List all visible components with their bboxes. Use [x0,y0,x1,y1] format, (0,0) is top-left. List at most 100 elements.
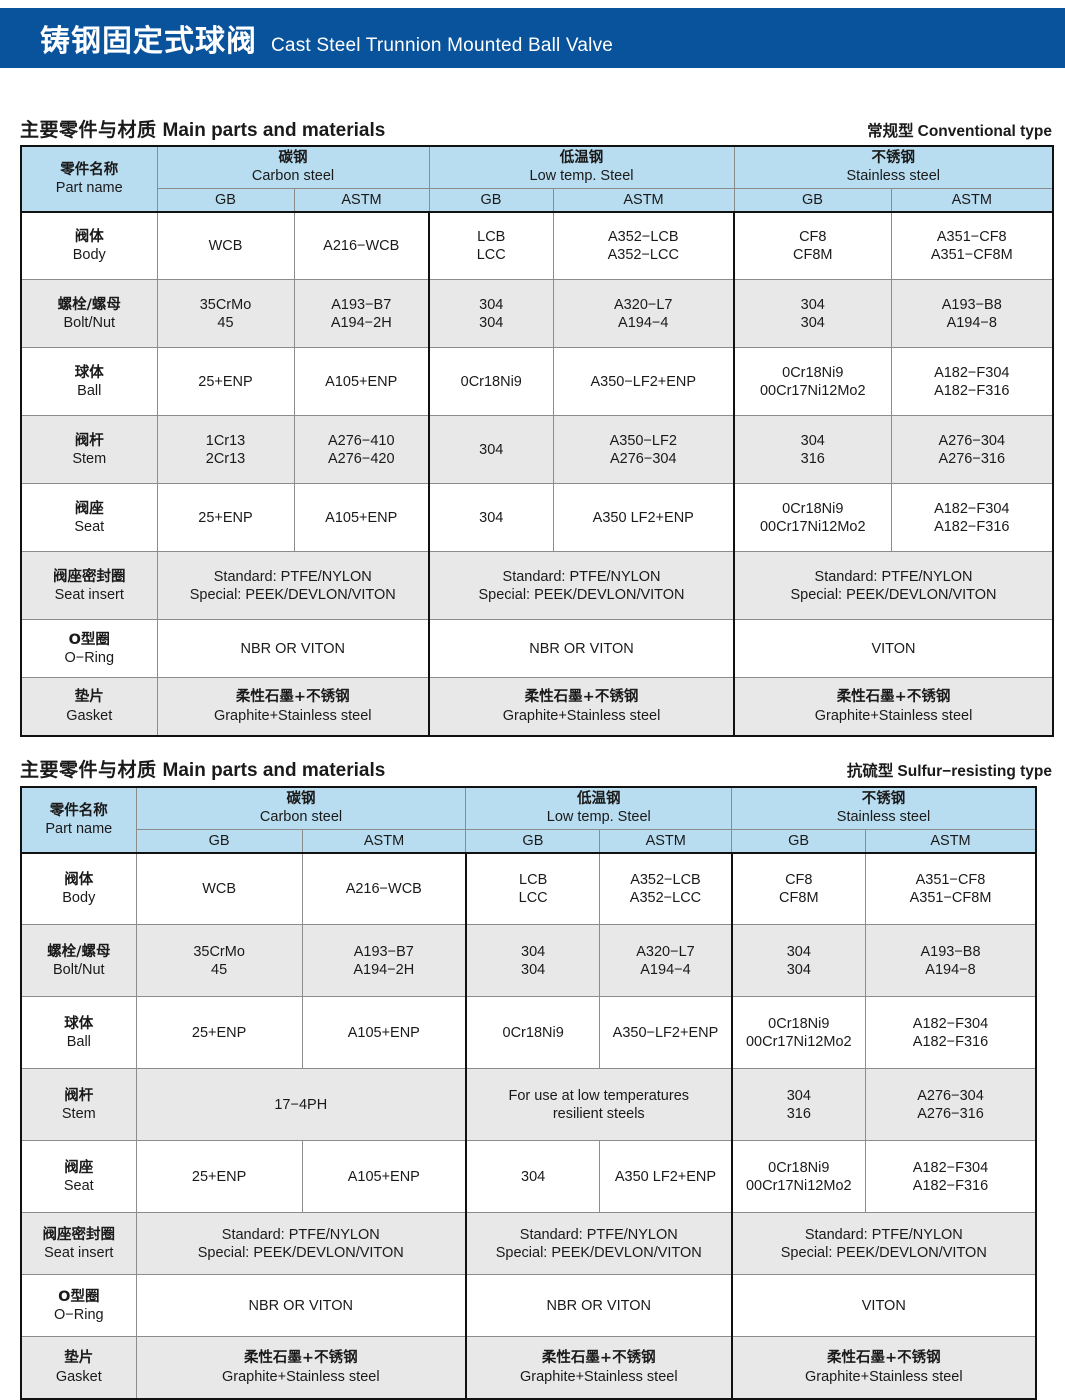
cell-line-2: A194−8 [925,961,976,978]
cell-line-2: Special: PEEK/DEVLON/VITON [478,586,685,603]
row-part-name: 球体 Ball [20,347,158,417]
cell-carbon-steel-merged: 柔性石墨+不锈钢 Graphite+Stainless steel [156,677,430,737]
header-std-stainless-astm: ASTM [865,828,1037,854]
cell-line-2: CF8M [793,247,833,264]
cell-line-1: A350−LF2+ENP [612,1024,719,1041]
header-group-low-temp-steel-en: Low temp. Steel [546,809,651,826]
header-std-lowtemp-astm: ASTM [552,187,735,213]
cell-carbon-steel-merged: 17−4PH [135,1068,467,1142]
cell-line-2: A276−316 [938,450,1006,467]
cell-line-1: 25+ENP [191,1024,247,1041]
materials-table-conventional: 零件名称 Part name 碳钢 Carbon steel 低温钢 Low t… [20,145,1055,737]
table-row: 垫片 Gasket 柔性石墨+不锈钢 Graphite+Stainless steel… [20,1336,1037,1400]
cell-line-2: Special: PEEK/DEVLON/VITON [189,586,396,603]
cell-line-1: A320−L7 [636,943,695,960]
row-part-name: 阀杆 Stem [20,1068,137,1142]
cell-line-2: resilient steels [552,1105,645,1122]
row-part-name-cn: 螺栓/螺母 [57,296,121,313]
table1-standard-header-row: GB ASTM GB ASTM GB ASTM [21,187,1054,213]
cell-lowtemp-astm: A350−LF2+ENP [552,347,735,417]
cell-line-1: A351−CF8 [915,871,986,888]
cell-line-1: Standard: PTFE/NYLON [221,1226,380,1243]
header-std-carbon-astm: ASTM [293,187,430,213]
header-group-stainless-steel-en: Stainless steel [846,168,941,185]
cell-carbon-astm: A105+ENP [293,483,430,553]
cell-line-1: 0Cr18Ni9 [782,500,844,517]
banner-title-group: 铸钢固定式球阀 Cast Steel Trunnion Mounted Ball… [0,16,613,60]
cell-line-2: Special: PEEK/DEVLON/VITON [780,1244,987,1261]
cell-line-1: 柔性石墨+不锈钢 [235,689,350,706]
cell-line-1: 0Cr18Ni9 [502,1024,564,1041]
header-group-carbon-steel: 碳钢 Carbon steel [135,786,467,830]
header-group-carbon-steel-cn: 碳钢 [278,150,308,166]
cell-lowtemp-astm: A350 LF2+ENP [552,483,735,553]
cell-line-1: A182−F304 [912,1015,989,1032]
cell-line-2: Special: PEEK/DEVLON/VITON [197,1244,404,1261]
row-part-name-cn: 垫片 [74,689,104,706]
cell-line-1: Standard: PTFE/NYLON [213,568,372,585]
table1-group-header-row: 零件名称 Part name 碳钢 Carbon steel 低温钢 Low t… [20,145,1054,213]
table1-head: 零件名称 Part name 碳钢 Carbon steel 低温钢 Low t… [20,145,1054,213]
cell-line-1: A193−B7 [331,296,392,313]
header-part-name-en: Part name [55,179,123,196]
row-part-name-cn: 阀体 [74,228,104,245]
cell-carbon-steel-merged: NBR OR VITON [156,619,430,679]
row-part-name: 球体 Ball [20,996,137,1070]
cell-line-1: A193−B7 [353,943,414,960]
cell-line-1: 304 [800,432,825,449]
cell-line-1: A350−LF2 [609,432,677,449]
row-part-name-en: Ball [77,382,102,399]
cell-line-1: CF8 [799,228,827,245]
row-part-name-en: Seat [74,518,105,535]
cell-line-2: 304 [786,961,811,978]
header-group-low-temp-steel: 低温钢 Low temp. Steel [428,145,735,189]
cell-lowtemp-astm: A320−L7 A194−4 [599,924,733,998]
cell-line-2: Special: PEEK/DEVLON/VITON [790,586,997,603]
cell-stainless-steel-merged: VITON [730,1274,1037,1338]
header-std-lowtemp-gb: GB [465,828,601,854]
cell-lowtemp-steel-merged: Standard: PTFE/NYLON Special: PEEK/DEVLON… [464,1212,733,1276]
cell-carbon-gb: 25+ENP [135,1140,303,1214]
cell-line-2: A276−316 [917,1105,984,1122]
cell-line-2: Graphite+Stainless steel [805,1368,963,1385]
cell-line-2: Graphite+Stainless steel [213,707,372,724]
cell-lowtemp-steel-merged: Standard: PTFE/NYLON Special: PEEK/DEVLON… [427,551,735,621]
cell-stainless-gb: 0Cr18Ni9 00Cr17Ni12Mo2 [730,996,866,1070]
cell-lowtemp-gb: 304 304 [428,279,554,349]
cell-line-2: CF8M [779,890,819,907]
header-group-carbon-steel-cn: 碳钢 [286,791,316,807]
row-part-name-en: Bolt/Nut [53,961,105,978]
cell-stainless-astm: A351−CF8 A351−CF8M [865,851,1037,926]
cell-carbon-gb: 35CrMo 45 [156,279,295,349]
row-part-name: 垫片 Gasket [20,677,158,737]
row-part-name-en: Body [72,247,106,264]
section-2-type: 抗硫型 Sulfur−resisting type [847,759,1052,781]
cell-line-1: 0Cr18Ni9 [768,1159,830,1176]
table2-body: 阀体 Body WCB A216−WCB LCB LCC A352−LCB A352−LCC C… [20,851,1037,1400]
header-std-lowtemp-astm: ASTM [599,828,733,854]
cell-stainless-gb: CF8 CF8M [733,210,892,281]
cell-carbon-steel-merged: NBR OR VITON [135,1274,467,1338]
cell-stainless-astm: A193−B8 A194−8 [865,924,1037,998]
header-part-name-cn: 零件名称 [60,161,119,178]
cell-line-1: A352−LCB [607,228,679,245]
cell-lowtemp-astm: A350−LF2 A276−304 [552,415,735,485]
cell-carbon-gb: 1Cr13 2Cr13 [156,415,295,485]
cell-lowtemp-gb: 304 [428,415,554,485]
cell-line-1: WCB [208,237,243,254]
section-1-title-cn: 主要零件与材质 [20,119,157,141]
cell-carbon-astm: A105+ENP [293,347,430,417]
cell-line-1: 1Cr13 [205,432,246,449]
row-part-name: O型圈 O−Ring [20,1274,137,1338]
row-part-name-cn: 阀座密封圈 [53,568,126,585]
cell-line-1: 304 [479,509,504,526]
page-banner: 铸钢固定式球阀 Cast Steel Trunnion Mounted Ball… [0,8,1065,68]
cell-line-1: A105+ENP [347,1168,420,1185]
cell-line-1: A351−CF8 [936,228,1007,245]
cell-line-1: VITON [861,1297,906,1314]
cell-stainless-gb: 304 316 [730,1068,866,1142]
table-row: 阀杆 Stem 1Cr13 2Cr13 A276−410 A276−420 304 A350−… [20,415,1054,485]
cell-line-1: 柔性石墨+不锈钢 [524,689,639,706]
header-group-stainless-steel: 不锈钢 Stainless steel [733,145,1054,189]
cell-line-1: 柔性石墨+不锈钢 [836,689,951,706]
